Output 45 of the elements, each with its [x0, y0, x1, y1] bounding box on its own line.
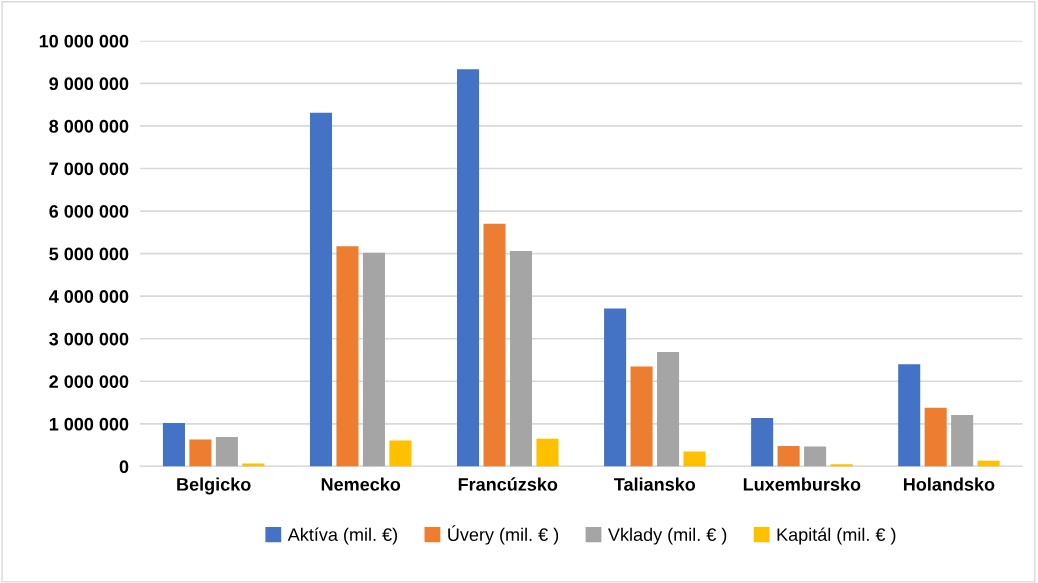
legend-label: Vklady (mil. € ) — [608, 527, 727, 545]
bar — [362, 252, 385, 467]
y-tick-label: 7 000 000 — [49, 162, 129, 176]
y-tick-label: 0 — [119, 460, 129, 474]
x-tick-label: Nemecko — [321, 477, 401, 491]
x-tick-label: Taliansko — [614, 477, 696, 491]
bar — [804, 446, 827, 467]
y-tick-label: 5 000 000 — [49, 247, 129, 261]
bar — [536, 438, 559, 467]
bar — [242, 463, 265, 467]
y-tick-label: 1 000 000 — [49, 417, 129, 431]
bar — [977, 460, 1000, 467]
bar — [509, 251, 533, 467]
bar — [924, 407, 947, 467]
y-tick-label: 10 000 000 — [39, 34, 129, 48]
bar — [162, 422, 185, 467]
y-tick-label: 6 000 000 — [49, 204, 129, 218]
x-tick-label: Francúzsko — [458, 477, 558, 491]
bar — [751, 417, 774, 467]
legend-label: Kapitál (mil. € ) — [777, 527, 896, 545]
bar — [604, 308, 627, 467]
x-tick-label: Belgicko — [177, 477, 251, 495]
bar — [309, 112, 333, 467]
bar — [630, 366, 653, 467]
bar — [830, 464, 853, 467]
bar — [483, 223, 506, 467]
x-tick-label: Luxembursko — [743, 477, 861, 491]
bar — [215, 437, 238, 467]
bar — [951, 414, 974, 467]
x-tick-label: Holandsko — [903, 477, 995, 491]
bar — [336, 246, 359, 467]
y-tick-label: 2 000 000 — [49, 375, 129, 388]
y-tick-label: 8 000 000 — [49, 119, 129, 133]
legend-label: Aktíva (mil. €) — [287, 527, 397, 545]
y-tick-label: 4 000 000 — [48, 290, 129, 303]
bar — [657, 351, 680, 467]
bar — [457, 69, 480, 467]
bar — [898, 364, 921, 467]
bar — [777, 445, 800, 467]
legend-label: Úvery (mil. € ) — [448, 525, 559, 545]
y-tick-label: 3 000 000 — [49, 332, 129, 346]
bar — [389, 440, 412, 467]
y-tick-label: 9 000 000 — [49, 77, 129, 91]
bar — [189, 439, 212, 467]
bar — [683, 451, 706, 467]
